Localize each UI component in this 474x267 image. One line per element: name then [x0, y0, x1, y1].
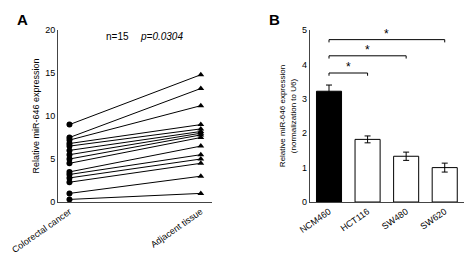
svg-text:0: 0: [50, 197, 55, 207]
svg-text:Relative miR-646 expression(no: Relative miR-646 expression(normalizatio…: [278, 65, 297, 167]
svg-text:Adjacent tissue: Adjacent tissue: [149, 206, 205, 249]
svg-text:5: 5: [50, 154, 55, 164]
svg-text:4: 4: [302, 60, 307, 70]
svg-text:*: *: [365, 43, 370, 57]
svg-text:0: 0: [302, 197, 307, 207]
svg-text:HCT116: HCT116: [339, 206, 372, 233]
svg-text:2: 2: [302, 128, 307, 138]
svg-text:p=0.0304: p=0.0304: [140, 31, 183, 42]
svg-text:SW620: SW620: [419, 206, 449, 231]
svg-text:A: A: [17, 11, 28, 28]
svg-text:SW480: SW480: [380, 206, 410, 231]
svg-text:5: 5: [302, 25, 307, 35]
svg-text:*: *: [384, 27, 389, 41]
svg-text:10: 10: [45, 111, 55, 121]
svg-text:*: *: [346, 60, 351, 74]
svg-text:15: 15: [45, 68, 55, 78]
svg-text:n=15: n=15: [106, 31, 129, 42]
svg-text:3: 3: [302, 94, 307, 104]
svg-text:Relative miR-646 expression: Relative miR-646 expression: [31, 58, 41, 173]
svg-text:Colorectal cancer: Colorectal cancer: [10, 206, 73, 254]
svg-text:B: B: [269, 11, 280, 28]
svg-text:NCM460: NCM460: [298, 206, 333, 235]
svg-text:20: 20: [45, 25, 55, 35]
svg-text:1: 1: [302, 163, 307, 173]
